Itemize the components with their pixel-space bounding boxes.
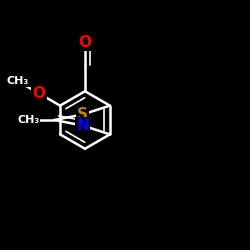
Text: CH₃: CH₃ [7, 76, 29, 86]
Text: O: O [32, 86, 46, 101]
Text: N: N [76, 118, 89, 133]
Text: S: S [77, 107, 88, 122]
Text: O: O [78, 35, 92, 50]
Text: CH₃: CH₃ [17, 115, 40, 125]
